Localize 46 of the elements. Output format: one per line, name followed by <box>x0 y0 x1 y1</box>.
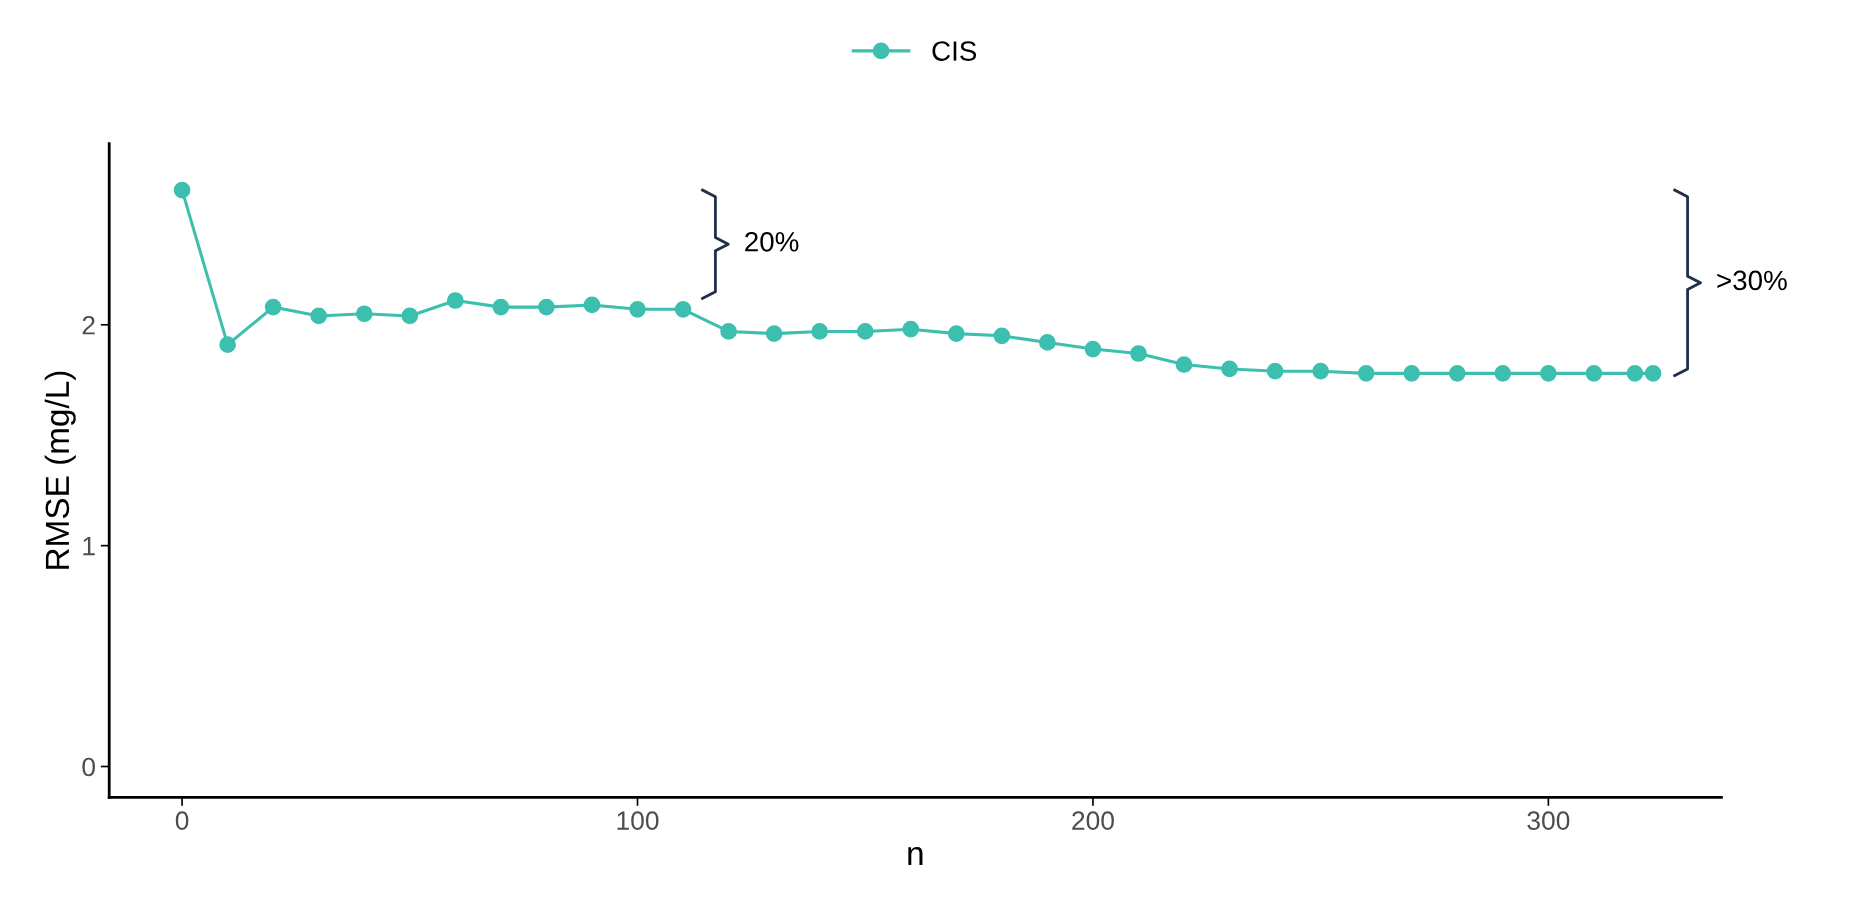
point <box>173 181 191 199</box>
y-axis-title: RMSE (mg/L) <box>44 371 76 569</box>
x-tick-label: 0 <box>175 811 189 830</box>
point <box>447 292 464 309</box>
point <box>1039 334 1056 351</box>
point <box>355 305 373 323</box>
x-axis-title: n <box>908 846 923 865</box>
y-tick-label: 1 <box>83 537 95 556</box>
point <box>1403 365 1421 382</box>
point <box>492 298 510 316</box>
point <box>583 296 601 314</box>
point <box>1448 365 1466 382</box>
point <box>1644 365 1662 382</box>
x-tick-label: 300 <box>1527 811 1570 830</box>
point <box>1175 356 1193 373</box>
point <box>902 320 920 338</box>
annotation: >30% <box>1717 270 1787 291</box>
point <box>811 323 829 340</box>
point <box>993 327 1011 345</box>
point <box>629 300 646 318</box>
point <box>401 307 419 325</box>
point <box>1130 345 1147 362</box>
point <box>219 336 236 353</box>
point <box>1266 362 1284 380</box>
point <box>1540 365 1557 382</box>
point <box>856 323 874 340</box>
annotation: 20% <box>745 231 799 252</box>
point <box>1494 365 1512 382</box>
y-tick-label: 0 <box>82 757 95 777</box>
point <box>674 300 692 318</box>
point <box>1585 365 1603 382</box>
point <box>264 298 282 316</box>
x-tick-label: 100 <box>617 811 659 830</box>
point <box>1084 340 1102 358</box>
point <box>1312 362 1329 380</box>
point <box>1626 365 1644 382</box>
point <box>1221 360 1238 378</box>
point <box>947 325 965 342</box>
point <box>538 298 555 316</box>
y-tick-label: 2 <box>82 315 95 335</box>
point <box>720 323 737 340</box>
point <box>765 325 783 342</box>
point <box>1357 365 1375 382</box>
legend-label: CIS <box>932 41 977 61</box>
x-tick-label: 200 <box>1072 811 1114 830</box>
point <box>310 307 328 325</box>
